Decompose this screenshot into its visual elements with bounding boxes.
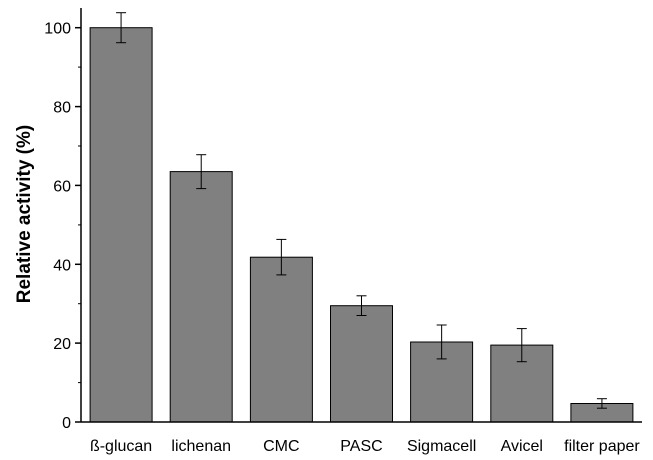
bars-layer: [89, 27, 634, 423]
x-tick-label-1: lichenan: [171, 438, 231, 455]
x-tick-label-6: filter paper: [564, 438, 640, 455]
y-tick-label-2: 40: [53, 257, 71, 274]
bar-0: [89, 27, 153, 423]
bar-2: [249, 256, 313, 423]
x-tick-label-2: CMC: [263, 438, 299, 455]
y-axis-title: Relative activity (%): [14, 125, 35, 303]
bar-3: [330, 305, 393, 423]
x-tick-label-5: Avicel: [501, 438, 543, 455]
x-tick-label-0: ß-glucan: [90, 438, 152, 455]
error-bars-layer: [116, 12, 607, 409]
y-tick-label-1: 20: [53, 336, 71, 353]
y-tick-label-4: 80: [53, 100, 71, 117]
x-tick-label-4: Sigmacell: [407, 438, 476, 455]
x-tick-label-3: PASC: [340, 438, 382, 455]
labels-layer: ß-glucan lichenan CMC PASC Sigmacell Avicel fi…: [44, 21, 640, 455]
axes-layer: [75, 8, 642, 423]
y-tick-label-5: 100: [44, 21, 71, 38]
bar-1: [169, 171, 233, 423]
y-tick-label-3: 60: [53, 178, 71, 195]
y-tick-label-0: 0: [62, 415, 71, 432]
